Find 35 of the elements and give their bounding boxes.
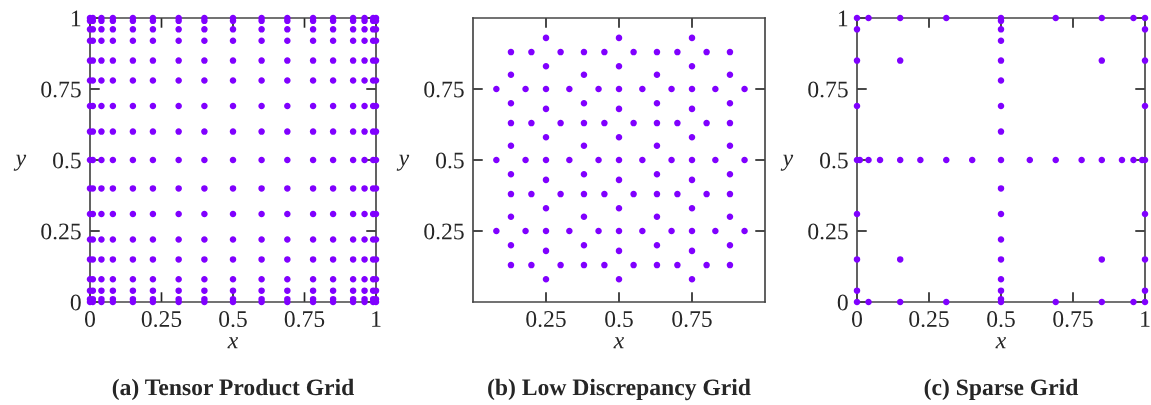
x-axis-title: x [995,337,1007,349]
y-tick-label: 1 [71,10,81,27]
x-axis-title: x [227,337,239,349]
x-tick-label: 0.75 [672,311,712,328]
text: (b) Low Discrepancy Grid [488,378,751,401]
x-tick-label: 0.5 [605,311,633,328]
text: (c) Sparse Grid [924,378,1079,401]
x-tick-label: 0.75 [284,311,325,328]
y-tick-label: 0.5 [436,152,464,169]
x-tick-label: 0.75 [1053,311,1093,328]
x-tick-label: 1 [372,311,381,327]
y-tick-label: 0.75 [808,81,848,98]
y-tick-label: 1 [838,10,848,27]
y-tick-label: 0.75 [424,81,464,98]
y-axis-title: y [780,154,794,171]
y-tick-label: 0 [837,294,848,311]
text: (a) Tensor Product Grid [112,378,354,401]
x-tick-label: 1 [1141,311,1150,327]
y-tick-label: 0.25 [424,223,464,240]
x-tick-label: 0.25 [526,311,566,328]
y-tick-label: 0.75 [41,81,81,98]
x-tick-label: 0 [852,311,862,327]
x-axis-title: x [613,337,625,349]
y-tick-label: 0.25 [41,223,81,240]
y-axis-title: y [396,154,410,171]
y-tick-label: 0.5 [53,152,81,169]
y-axis-title: y [13,154,27,171]
x-tick-label: 0 [85,311,95,327]
x-tick-label: 0.5 [219,311,247,328]
y-tick-label: 0.25 [808,223,848,240]
x-tick-label: 0.25 [141,311,182,328]
y-tick-label: 0 [70,294,81,311]
x-tick-label: 0.5 [987,311,1015,328]
x-tick-label: 0.25 [909,311,949,328]
y-tick-label: 0.5 [820,152,848,169]
